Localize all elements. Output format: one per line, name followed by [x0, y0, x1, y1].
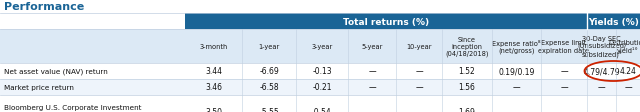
Text: —: — — [598, 83, 605, 92]
Text: 3.44: 3.44 — [205, 67, 222, 76]
Text: -6.58: -6.58 — [259, 83, 279, 92]
Text: Net asset value (NAV) return: Net asset value (NAV) return — [4, 68, 108, 75]
Text: -6.69: -6.69 — [259, 67, 279, 76]
Text: —: — — [624, 107, 632, 112]
Bar — [0, 95, 640, 112]
Text: 30-Day SEC
(Unsubsidized/
subsidized)⁹: 30-Day SEC (Unsubsidized/ subsidized)⁹ — [577, 36, 626, 58]
Bar — [587, 14, 640, 30]
Text: Expense ratio⁸
(net/gross): Expense ratio⁸ (net/gross) — [492, 39, 541, 54]
Text: 1.69: 1.69 — [459, 107, 476, 112]
Text: 10-year: 10-year — [406, 44, 432, 50]
Text: —: — — [598, 107, 605, 112]
Text: Performance: Performance — [4, 2, 84, 12]
Text: —: — — [415, 67, 423, 76]
Text: Since
inception
(04/18/2018): Since inception (04/18/2018) — [445, 36, 489, 57]
Bar — [0, 30, 640, 63]
Text: —: — — [624, 83, 632, 92]
Text: Yields (%): Yields (%) — [588, 17, 639, 26]
Text: —: — — [560, 107, 568, 112]
Text: -5.55: -5.55 — [259, 107, 279, 112]
Text: Expense limit
expiration date: Expense limit expiration date — [538, 40, 589, 53]
Text: 4.24: 4.24 — [620, 67, 636, 76]
Text: 4.79/4.79: 4.79/4.79 — [583, 67, 620, 76]
Text: —: — — [513, 107, 520, 112]
Text: 3-year: 3-year — [312, 44, 333, 50]
Text: 0.19/0.19: 0.19/0.19 — [499, 67, 534, 76]
Text: Total returns (%): Total returns (%) — [343, 17, 429, 26]
Text: 3.50: 3.50 — [205, 107, 222, 112]
Text: —: — — [368, 67, 376, 76]
Bar — [0, 63, 640, 79]
Text: -0.21: -0.21 — [312, 83, 332, 92]
Text: —: — — [368, 107, 376, 112]
Text: —: — — [560, 83, 568, 92]
Text: 3.46: 3.46 — [205, 83, 222, 92]
Text: 1-year: 1-year — [259, 44, 280, 50]
Bar — [0, 79, 640, 95]
Text: —: — — [513, 83, 520, 92]
Text: —: — — [368, 83, 376, 92]
Text: —: — — [415, 83, 423, 92]
Text: —: — — [415, 107, 423, 112]
Text: 3-month: 3-month — [200, 44, 228, 50]
Text: 1.52: 1.52 — [459, 67, 476, 76]
Text: 5-year: 5-year — [362, 44, 383, 50]
Text: -0.13: -0.13 — [312, 67, 332, 76]
Text: -0.54: -0.54 — [312, 107, 332, 112]
Text: —: — — [560, 67, 568, 76]
Text: Bloomberg U.S. Corporate Investment
Grade Bond Index⁶ⰼ⁷: Bloomberg U.S. Corporate Investment Grad… — [4, 104, 141, 112]
Bar — [185, 14, 587, 30]
Text: 1.56: 1.56 — [459, 83, 476, 92]
Text: Distribution
yield¹°: Distribution yield¹° — [609, 40, 640, 54]
Text: Market price return: Market price return — [4, 84, 74, 90]
